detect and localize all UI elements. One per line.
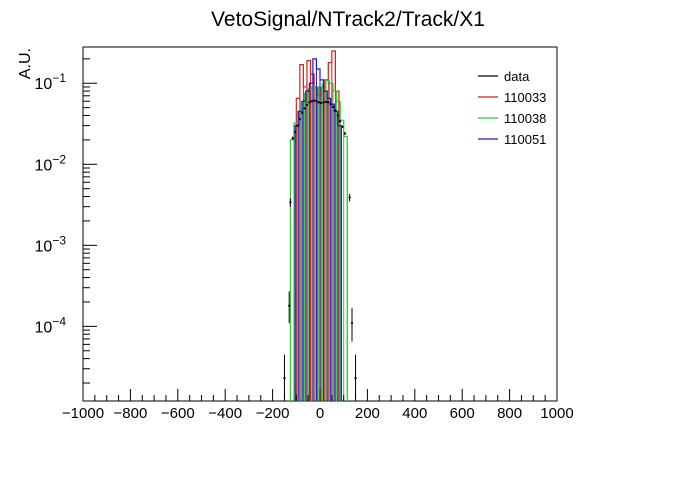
data-point <box>303 107 306 110</box>
point-marker <box>331 105 335 109</box>
point-marker <box>315 100 318 103</box>
legend-label: data <box>504 69 530 84</box>
data-point <box>289 198 292 207</box>
point-marker <box>289 201 292 204</box>
point-marker <box>324 100 328 103</box>
point-marker <box>288 304 291 307</box>
data-point <box>291 136 294 140</box>
x-tick-label: −600 <box>161 405 195 422</box>
point-marker <box>343 132 346 135</box>
data-point <box>339 120 342 123</box>
point-marker <box>301 111 304 115</box>
data-point <box>348 193 351 202</box>
point-marker <box>308 101 311 104</box>
data-point <box>283 354 286 399</box>
data-point <box>301 111 304 115</box>
point-marker <box>348 196 351 199</box>
legend-label: 110038 <box>504 111 546 126</box>
x-tick-label: −400 <box>208 405 242 422</box>
data-point <box>331 105 335 109</box>
point-marker <box>310 100 313 103</box>
point-marker <box>354 377 357 380</box>
point-marker <box>296 124 299 127</box>
x-tick-label: 0 <box>316 405 324 422</box>
x-tick-label: 400 <box>402 405 427 422</box>
point-marker <box>322 101 325 104</box>
data-point <box>334 109 337 112</box>
legend-entry-data: data <box>478 69 530 84</box>
x-tick-label: 200 <box>355 405 380 422</box>
point-marker <box>329 103 332 106</box>
point-marker <box>312 99 316 102</box>
data-point <box>296 124 299 127</box>
data-point <box>341 125 344 129</box>
point-marker <box>317 101 320 104</box>
data-point <box>343 132 346 135</box>
y-tick-label: 10−1 <box>35 71 67 93</box>
y-tick-label: 10−4 <box>35 314 67 336</box>
x-tick-label: −1000 <box>62 405 104 422</box>
legend-label: 110033 <box>504 90 546 105</box>
legend-entry-110051: 110051 <box>478 132 546 147</box>
y-axis-label: A.U. <box>17 48 34 79</box>
point-marker <box>298 118 301 121</box>
y-tick-label: 10−2 <box>35 152 67 174</box>
legend-entry-110038: 110038 <box>478 111 546 126</box>
series-data <box>283 99 357 399</box>
series-110038 <box>289 79 348 401</box>
x-tick-label: −800 <box>114 405 148 422</box>
data-point <box>288 291 291 324</box>
point-marker <box>334 109 337 112</box>
point-marker <box>294 130 297 134</box>
series-110033 <box>295 50 340 401</box>
point-marker <box>350 321 354 325</box>
x-tick-label: −200 <box>256 405 290 422</box>
data-point <box>310 100 313 103</box>
y-tick-label: 10−3 <box>35 233 67 255</box>
data-point <box>305 103 309 107</box>
data-point <box>350 307 354 342</box>
chart-title: VetoSignal/NTrack2/Track/X1 <box>211 8 485 31</box>
x-tick-label: 800 <box>497 405 522 422</box>
point-marker <box>291 137 294 140</box>
legend-label: 110051 <box>504 132 546 147</box>
point-marker <box>327 101 330 104</box>
data-point <box>320 101 323 105</box>
data-point <box>327 101 330 104</box>
data-point <box>329 103 332 106</box>
series-110051 <box>294 58 342 401</box>
data-point <box>298 118 301 121</box>
point-marker <box>336 114 339 117</box>
x-tick-label: 1000 <box>540 405 573 422</box>
data-point <box>312 99 316 102</box>
data-point <box>336 114 339 117</box>
data-point <box>322 101 325 104</box>
point-marker <box>283 377 286 380</box>
legend-entry-110033: 110033 <box>478 90 546 105</box>
data-point <box>294 130 297 134</box>
point-marker <box>305 103 309 107</box>
point-marker <box>320 101 323 105</box>
point-marker <box>339 120 342 123</box>
data-point <box>324 100 328 103</box>
data-point <box>317 101 320 104</box>
data-point <box>308 101 311 104</box>
point-marker <box>303 107 306 110</box>
point-marker <box>341 125 344 128</box>
data-point <box>354 354 357 399</box>
x-tick-label: 600 <box>450 405 475 422</box>
data-point <box>315 100 318 103</box>
